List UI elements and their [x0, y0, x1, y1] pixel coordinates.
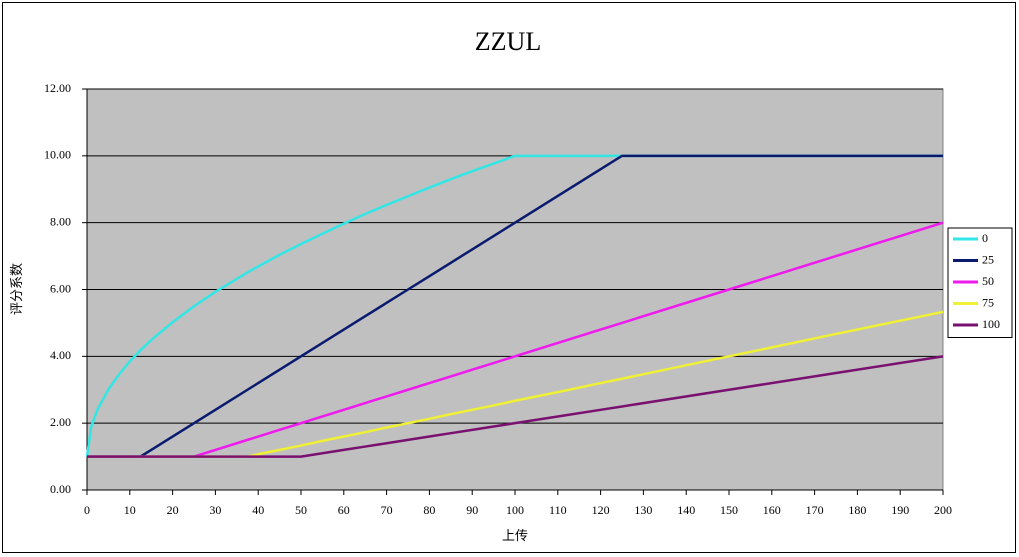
legend-label: 50 — [982, 274, 994, 288]
y-tick-label: 2.00 — [50, 415, 71, 429]
x-tick-label: 150 — [720, 503, 738, 517]
x-tick-label: 90 — [466, 503, 478, 517]
legend-label: 0 — [982, 231, 988, 245]
legend-label: 75 — [982, 295, 994, 309]
x-tick-label: 30 — [209, 503, 221, 517]
x-tick-label: 130 — [634, 503, 652, 517]
x-tick-label: 110 — [549, 503, 567, 517]
x-tick-label: 50 — [295, 503, 307, 517]
x-tick-label: 70 — [381, 503, 393, 517]
y-axis-label: 评分系数 — [9, 263, 24, 315]
x-tick-label: 20 — [167, 503, 179, 517]
y-tick-label: 10.00 — [44, 148, 71, 162]
y-tick-label: 4.00 — [50, 348, 71, 362]
x-tick-label: 160 — [763, 503, 781, 517]
x-tick-label: 40 — [252, 503, 264, 517]
x-tick-label: 60 — [338, 503, 350, 517]
y-tick-label: 12.00 — [44, 81, 71, 95]
x-tick-label: 80 — [423, 503, 435, 517]
x-tick-label: 140 — [677, 503, 695, 517]
x-tick-label: 120 — [592, 503, 610, 517]
y-tick-label: 8.00 — [50, 214, 71, 228]
legend-label: 25 — [982, 252, 994, 266]
series-line — [85, 154, 943, 457]
x-tick-label: 180 — [848, 503, 866, 517]
x-tick-label: 170 — [806, 503, 824, 517]
x-tick-label: 0 — [84, 503, 90, 517]
x-tick-label: 10 — [124, 503, 136, 517]
legend-label: 100 — [982, 317, 1000, 331]
y-tick-label: 6.00 — [50, 281, 71, 295]
x-tick-label: 100 — [506, 503, 524, 517]
x-tick-label: 190 — [891, 503, 909, 517]
series-line — [87, 355, 944, 458]
chart-title: ZZUL — [475, 27, 541, 56]
x-axis-label: 上传 — [502, 528, 528, 543]
y-tick-label: 0.00 — [50, 482, 71, 496]
x-tick-label: 200 — [934, 503, 952, 517]
